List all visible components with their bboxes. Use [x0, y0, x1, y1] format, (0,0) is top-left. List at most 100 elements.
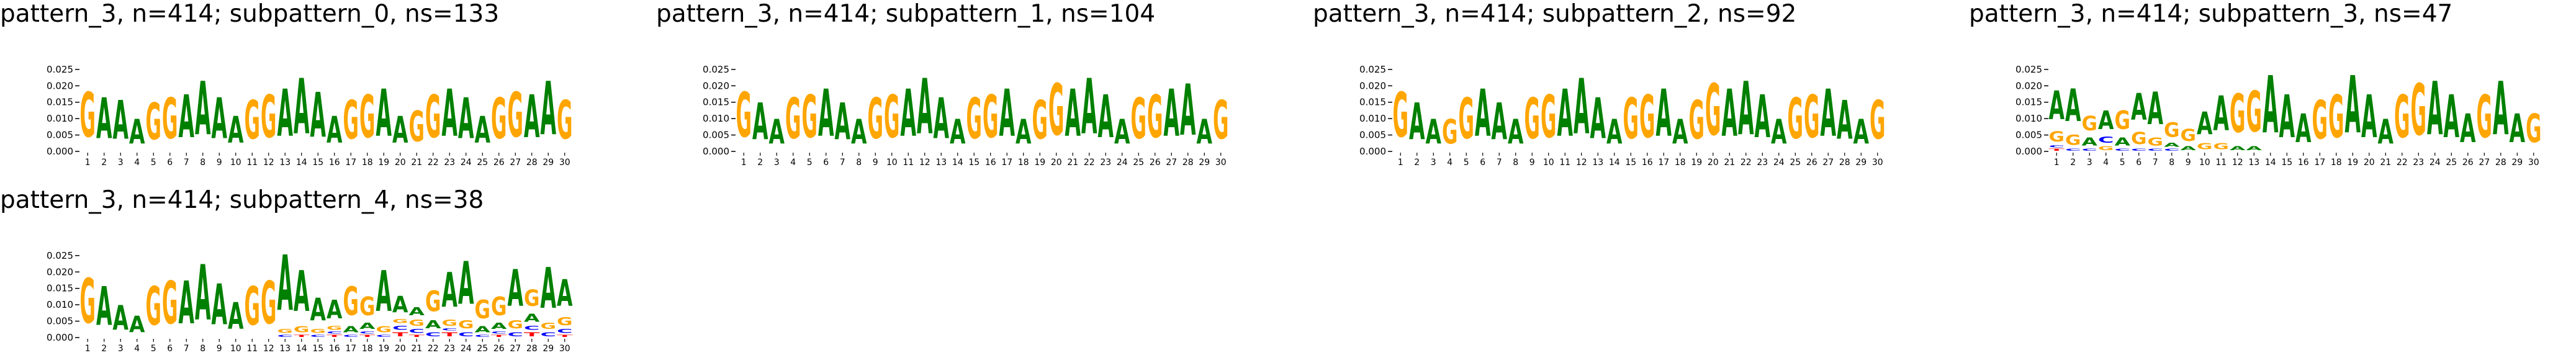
logo-letter-A: A	[818, 76, 834, 151]
logo-letter-G: G	[458, 318, 474, 331]
logo-letter-G: G	[80, 267, 96, 338]
x-tick-label: 18	[2331, 158, 2342, 168]
logo-letter-G: G	[983, 83, 998, 152]
logo-letter-A: A	[228, 110, 244, 152]
logo-letter-A: A	[2493, 67, 2509, 151]
x-tick-label: 16	[2298, 158, 2309, 168]
logo-letter-G: G	[1524, 86, 1540, 151]
logo-letter-G: G	[1048, 69, 1064, 151]
logo-letter-A: A	[1755, 83, 1771, 151]
x-tick-label: 2	[1414, 158, 1420, 168]
x-tick-label: 8	[200, 344, 205, 354]
logo-letter-A: A	[376, 76, 392, 151]
x-tick-label: 28	[2495, 158, 2506, 168]
x-tick-label: 26	[493, 344, 505, 354]
logo-letter-A: A	[1656, 76, 1672, 151]
logo-letter-G: G	[2328, 83, 2344, 152]
x-tick-label: 20	[395, 344, 406, 354]
x-tick-label: 14	[2265, 158, 2276, 168]
logo-letter-G: G	[524, 285, 539, 311]
logo-letter-G: G	[2049, 129, 2065, 145]
logo-letter-C: C	[343, 334, 359, 338]
logo-letter-G: G	[1393, 81, 1408, 152]
y-tick-label: 0.025	[47, 64, 73, 75]
x-tick-label: 14	[952, 158, 963, 168]
logo-letter-G: G	[261, 269, 276, 338]
logo-letter-G: G	[2526, 105, 2541, 151]
x-tick-label: 24	[1117, 158, 1128, 168]
x-tick-label: 12	[2232, 158, 2243, 168]
y-tick-label: 0.020	[47, 266, 73, 277]
x-tick-label: 23	[444, 344, 455, 354]
x-tick-label: 19	[2347, 158, 2358, 168]
y-tick-label: 0.005	[47, 316, 73, 327]
logo-letter-C: C	[392, 325, 408, 331]
logo-letter-A: A	[1114, 112, 1130, 151]
logo-letter-A: A	[1606, 112, 1623, 151]
logo-letter-T: T	[2049, 148, 2066, 151]
x-tick-label: 25	[477, 158, 488, 168]
x-tick-label: 21	[2380, 158, 2391, 168]
x-tick-label: 23	[1100, 158, 1111, 168]
logo-letter-A: A	[851, 112, 867, 151]
logo-letter-G: G	[1870, 90, 1885, 152]
y-tick-label: 0.025	[47, 250, 73, 261]
x-tick-label: 12	[1576, 158, 1587, 168]
logo-letter-A: A	[2065, 80, 2081, 132]
x-tick-label: 7	[840, 158, 845, 168]
x-tick-label: 5	[2120, 158, 2125, 168]
logo-letter-G: G	[802, 83, 817, 152]
x-tick-label: 11	[903, 158, 914, 168]
logo-letter-A: A	[2131, 87, 2147, 129]
x-tick-label: 8	[200, 158, 205, 168]
logo-letter-G: G	[2082, 113, 2097, 135]
logo-letter-A: A	[541, 67, 557, 151]
logo-letter-G: G	[1639, 83, 1655, 152]
x-tick-label: 10	[230, 158, 241, 168]
logo-letter-A: A	[2378, 112, 2394, 151]
logo-letter-C: C	[2065, 148, 2081, 151]
logo-letter-G: G	[245, 90, 260, 152]
logo-letter-G: G	[541, 321, 556, 331]
logo-letter-G: G	[1442, 113, 1457, 152]
logo-letter-G: G	[2115, 105, 2131, 135]
logo-letter-C: C	[277, 334, 294, 338]
x-tick-label: 18	[362, 344, 373, 354]
logo-letter-C: C	[2082, 148, 2098, 151]
logo-letter-A: A	[442, 262, 458, 318]
logo-letter-C: C	[541, 331, 556, 338]
logo-letter-G: G	[2477, 83, 2492, 152]
logo-letter-A: A	[1853, 112, 1870, 151]
logo-letter-G: G	[146, 276, 161, 338]
x-tick-label: 17	[2314, 158, 2325, 168]
y-tick-label: 0.020	[47, 80, 73, 91]
logo-letter-G: G	[80, 81, 96, 152]
logo-title: pattern_3, n=414; subpattern_2, ns=92	[1313, 0, 1797, 28]
x-tick-label: 19	[1691, 158, 1702, 168]
logo-letter-A: A	[1164, 76, 1180, 151]
logo-title: pattern_3, n=414; subpattern_0, ns=133	[0, 0, 500, 28]
logo-letter-C: C	[557, 328, 572, 334]
logo-letter-G: G	[1147, 83, 1163, 152]
x-tick-label: 9	[217, 344, 222, 354]
logo-letter-A: A	[2279, 83, 2295, 151]
logo-letter-A: A	[917, 64, 932, 152]
logo-letter-G: G	[425, 83, 441, 152]
logo-letter-A: A	[1771, 112, 1787, 151]
logo-letter-A: A	[2148, 84, 2164, 136]
x-tick-label: 30	[559, 344, 570, 354]
x-tick-label: 17	[1658, 158, 1669, 168]
x-tick-label: 2	[101, 158, 107, 168]
x-tick-label: 1	[85, 158, 91, 168]
logo-letter-G: G	[343, 279, 359, 325]
x-tick-label: 18	[362, 158, 373, 168]
logo-letter-A: A	[999, 76, 1016, 151]
x-tick-label: 13	[279, 158, 290, 168]
logo-letter-A: A	[2246, 145, 2263, 151]
logo-letter-A: A	[752, 92, 768, 151]
x-tick-label: 24	[461, 344, 472, 354]
logo-letter-A: A	[491, 321, 507, 331]
logo-letter-A: A	[2427, 67, 2443, 151]
logo-letter-A: A	[2230, 145, 2246, 151]
logo-letter-G: G	[491, 86, 507, 151]
